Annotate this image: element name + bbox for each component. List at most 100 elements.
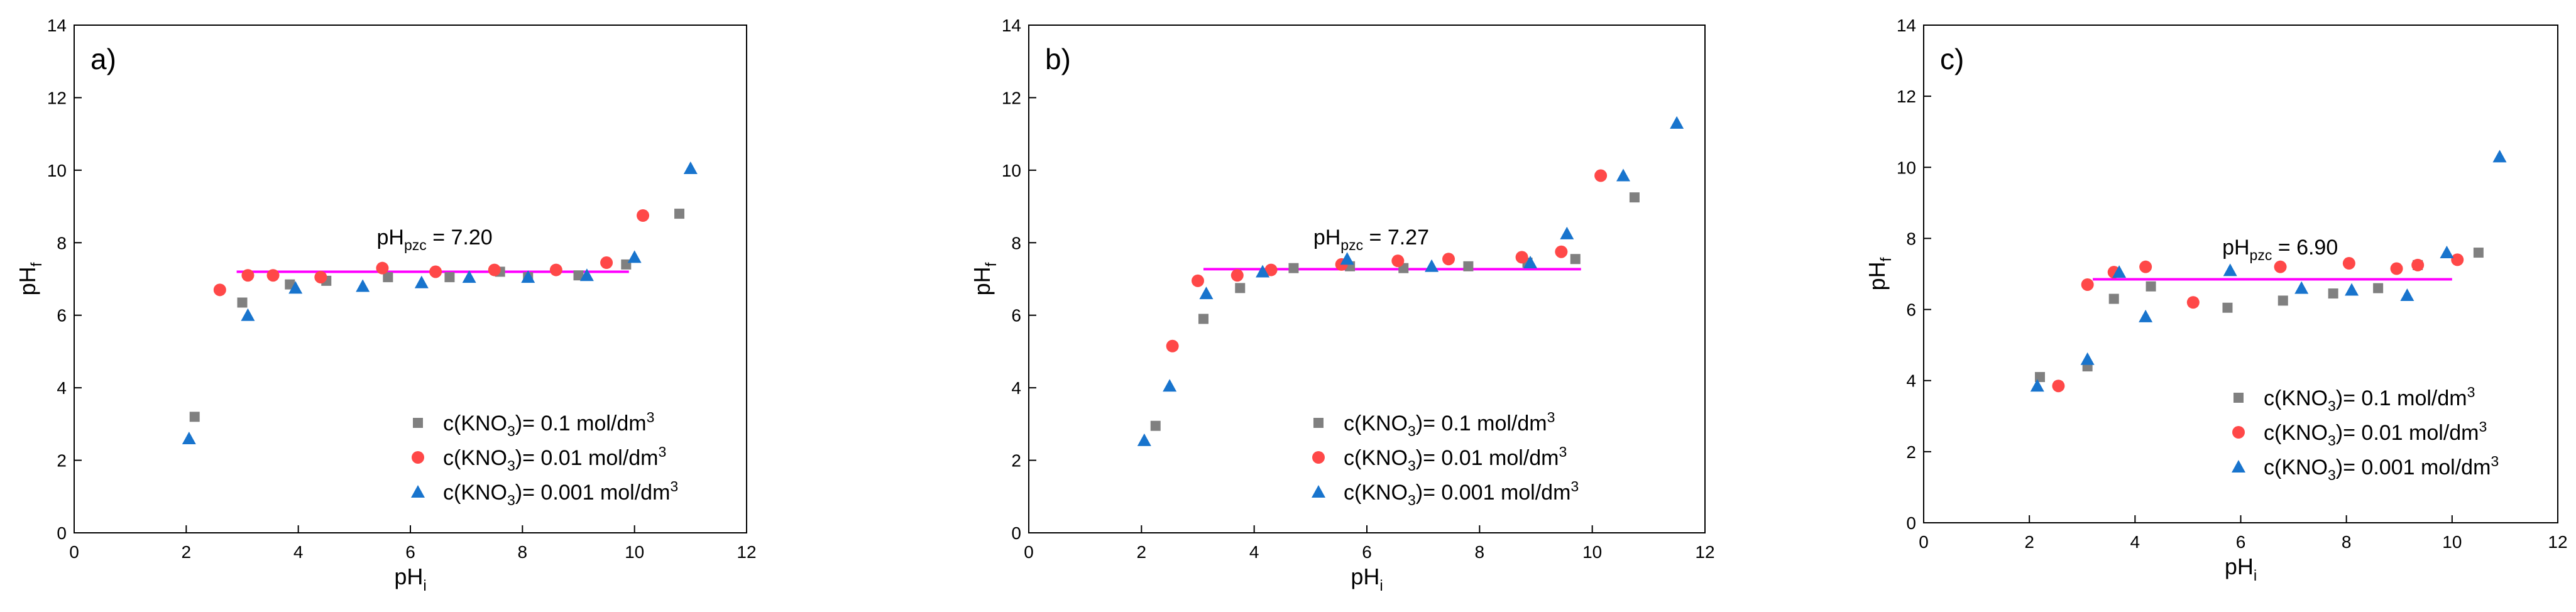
data-point-triangle: [1163, 379, 1177, 392]
data-point-triangle: [1616, 168, 1630, 182]
data-point-triangle: [1340, 252, 1354, 265]
legend-label-mid: )= 0.1 mol/dm: [1416, 412, 1547, 435]
y-axis-label: pHf: [1864, 257, 1895, 290]
y-axis-label-sub: f: [28, 262, 45, 266]
legend-label-sub: 3: [2328, 467, 2336, 483]
data-point-square: [674, 209, 684, 219]
legend-label-mid: )= 0.001 mol/dm: [515, 481, 671, 505]
data-point-circle: [2186, 296, 2200, 309]
x-tick-label: 0: [69, 542, 79, 562]
data-point-triangle: [462, 270, 476, 283]
x-axis-label-sub: i: [423, 577, 426, 594]
legend-label: c(KNO3)= 0.1 mol/dm3: [443, 409, 654, 439]
y-tick-label: 6: [1011, 306, 1021, 325]
data-point-circle: [1442, 253, 1455, 266]
legend-label-sup: 3: [2491, 453, 2499, 469]
legend-label-prefix: c(KNO: [443, 412, 507, 435]
data-point-triangle: [2223, 263, 2237, 276]
data-point-triangle: [356, 279, 370, 292]
data-point-circle: [1555, 245, 1568, 258]
legend-label-sub: 3: [507, 423, 515, 439]
x-tick-label: 2: [1137, 542, 1147, 562]
data-point-square: [383, 272, 393, 283]
data-point-square: [1150, 420, 1161, 431]
x-tick-label: 12: [1695, 542, 1714, 562]
data-point-triangle: [1560, 226, 1574, 239]
pzc-annotation-main: pH: [1313, 226, 1340, 249]
legend-marker-triangle: [1312, 485, 1325, 498]
legend-label-sup: 3: [2479, 418, 2487, 435]
data-point-circle: [600, 256, 613, 270]
x-axis-label: pHi: [1351, 564, 1383, 594]
data-point-triangle: [1670, 116, 1684, 129]
x-tick-label: 12: [2548, 532, 2567, 552]
pzc-annotation-value: = 7.20: [427, 226, 493, 249]
data-point-square: [2328, 288, 2338, 299]
legend-label-prefix: c(KNO: [443, 446, 507, 470]
x-tick-label: 10: [2442, 532, 2462, 552]
y-tick-label: 4: [1011, 378, 1021, 398]
legend-label-sup: 3: [659, 444, 667, 460]
y-tick-label: 6: [1906, 300, 1916, 320]
legend-label: c(KNO3)= 0.001 mol/dm3: [2264, 453, 2499, 483]
data-point-circle: [1594, 169, 1608, 182]
legend-label-mid: )= 0.01 mol/dm: [515, 446, 659, 470]
legend-label: c(KNO3)= 0.01 mol/dm3: [443, 444, 666, 474]
pzc-annotation-sub: pzc: [2250, 247, 2272, 263]
legend-label: c(KNO3)= 0.001 mol/dm3: [1344, 478, 1579, 508]
y-tick-label: 8: [1011, 233, 1021, 253]
x-tick-label: 10: [1582, 542, 1602, 562]
legend-label-sub: 3: [507, 457, 515, 474]
data-point-square: [2222, 302, 2233, 313]
data-point-triangle: [1199, 287, 1214, 300]
legend-label: c(KNO3)= 0.1 mol/dm3: [2264, 384, 2475, 414]
data-point-square: [1198, 314, 1209, 324]
y-axis-label-main: pH: [1864, 261, 1890, 290]
legend-label-prefix: c(KNO: [2264, 421, 2328, 445]
x-tick-label: 4: [293, 542, 304, 562]
legend-label: c(KNO3)= 0.1 mol/dm3: [1344, 409, 1555, 439]
pzc-annotation-sub: pzc: [404, 237, 427, 253]
y-tick-label: 12: [1897, 87, 1916, 106]
x-tick-label: 8: [1475, 542, 1485, 562]
y-tick-label: 14: [1897, 16, 1916, 35]
legend-marker-circle: [1312, 451, 1325, 464]
legend-label-mid: )= 0.01 mol/dm: [2336, 421, 2479, 445]
data-point-triangle: [683, 161, 698, 174]
legend-label-mid: )= 0.001 mol/dm: [1416, 481, 1571, 505]
data-point-square: [2108, 293, 2119, 304]
x-axis-label-main: pH: [2225, 554, 2254, 579]
data-point-triangle: [1523, 256, 1538, 269]
y-tick-label: 0: [1906, 513, 1916, 533]
data-point-triangle: [2492, 150, 2507, 163]
y-tick-label: 6: [57, 306, 67, 325]
data-point-square: [2034, 372, 2045, 383]
y-axis-label: pHf: [14, 262, 45, 295]
legend-label-mid: )= 0.1 mol/dm: [2336, 386, 2467, 410]
data-point-circle: [2052, 380, 2065, 393]
x-axis-label-main: pH: [394, 564, 423, 589]
legend-marker-square: [413, 418, 423, 428]
data-point-square: [1235, 283, 1246, 293]
data-point-square: [1288, 263, 1299, 273]
data-point-triangle: [2139, 309, 2153, 322]
series-circle: [2052, 253, 2464, 393]
data-point-square: [2473, 248, 2484, 258]
data-point-circle: [314, 271, 327, 284]
data-point-circle: [2390, 262, 2403, 275]
legend-label-sub: 3: [507, 492, 515, 508]
series-triangle: [1137, 116, 1684, 446]
data-point-circle: [213, 283, 226, 297]
x-tick-label: 6: [405, 542, 415, 562]
legend-label-sub: 3: [1408, 423, 1416, 439]
y-tick-label: 0: [1011, 523, 1021, 543]
data-point-circle: [1391, 254, 1405, 268]
data-point-triangle: [521, 270, 535, 283]
y-axis-label: pHf: [969, 262, 1000, 295]
plot-frame: [1923, 25, 2558, 523]
y-tick-label: 8: [1906, 229, 1916, 248]
